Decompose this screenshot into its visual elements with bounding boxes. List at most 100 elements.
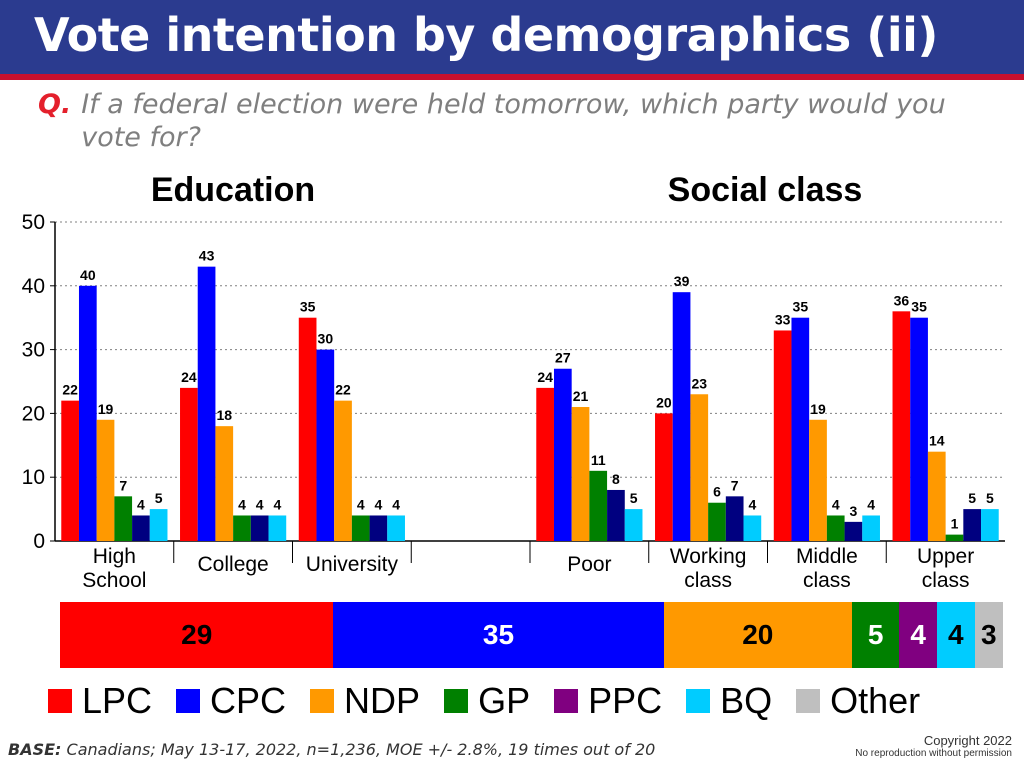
bar [149,509,168,541]
bar [197,266,216,541]
data-label: 4 [375,496,383,512]
data-label: 4 [832,496,840,512]
copyright-line1: Copyright 2022 [923,733,1012,748]
legend-swatch [796,689,821,713]
bar [607,489,625,541]
question: Q. If a federal election were held tomorr… [38,88,998,154]
data-label: 5 [155,490,163,506]
bar [624,509,643,541]
legend-swatch [686,689,711,713]
bar [369,515,388,541]
y-tick-label: 40 [22,275,45,298]
legend-item-gp: GP [444,680,530,722]
data-label: 27 [555,350,571,366]
bar [791,317,810,541]
bar [589,470,608,541]
data-label: 22 [335,382,351,398]
data-label: 4 [392,496,400,512]
bar [927,451,946,541]
y-tick-label: 10 [22,466,45,489]
y-tick-label: 20 [22,402,45,425]
bar [536,387,554,541]
data-label: 24 [181,369,197,385]
data-label: 19 [810,401,826,417]
legend-label: GP [478,680,531,721]
data-label: 43 [199,248,215,264]
bar [268,515,287,541]
data-label: 23 [691,375,707,391]
data-label: 4 [137,496,145,512]
x-tick-label: School [82,569,146,592]
total-segment-bq: 4 [936,602,975,668]
bar [61,400,79,541]
x-tick-label: Upper [917,545,974,568]
data-label: 4 [273,496,281,512]
bar [981,509,999,541]
total-segment-ndp: 20 [663,602,853,668]
data-label: 20 [656,394,672,410]
legend-label: BQ [720,680,773,721]
data-label: 35 [793,299,809,315]
total-segment-ppc: 4 [899,602,937,668]
data-label: 18 [216,407,232,423]
data-label: 4 [357,496,365,512]
bar [743,515,762,541]
question-text: If a federal election were held tomorrow… [81,89,946,153]
data-label: 21 [573,388,589,404]
legend-swatch [176,689,201,713]
panel-title: Social class [668,171,863,209]
data-label: 4 [238,496,246,512]
bar [945,534,964,541]
base-note: BASE: Canadians; May 13-17, 2022, n=1,23… [8,740,655,759]
x-tick-label: University [306,553,399,576]
totals-bar: 29 35 20 5 4 4 3 [60,602,1003,668]
x-tick-label: class [684,569,732,592]
data-label: 5 [968,490,976,506]
copyright-line2: No reproduction without permission [855,748,1012,759]
legend-item-lpc: LPC [48,680,152,722]
base-label: BASE: [8,740,62,759]
x-tick-label: Working [670,545,747,568]
bar [96,419,115,541]
bar [316,349,335,541]
bar [298,317,317,541]
legend-item-bq: BQ [686,680,772,722]
legend-label: Other [830,680,921,721]
x-tick-label: class [922,569,970,592]
panel-title: Education [151,171,315,209]
x-tick-label: College [198,553,269,576]
data-label: 14 [929,433,945,449]
base-text: Canadians; May 13-17, 2022, n=1,236, MOE… [66,740,656,759]
bar [826,515,845,541]
data-label: 39 [674,273,690,289]
question-label: Q. [38,89,72,120]
legend-swatch [310,689,335,713]
y-tick-label: 50 [22,211,45,234]
legend-item-cpc: CPC [176,680,286,722]
data-label: 5 [986,490,994,506]
bar [334,400,352,541]
bar [910,317,928,541]
bar [114,496,133,541]
data-label: 7 [119,477,127,493]
total-segment-other: 3 [974,602,1003,668]
legend-item-ndp: NDP [310,680,420,722]
bar [387,515,405,541]
legend-label: LPC [82,680,153,721]
bar [690,394,709,541]
bar [892,311,911,541]
bar [250,515,269,541]
bar [655,413,673,541]
data-label: 4 [748,496,756,512]
data-label: 6 [713,484,721,500]
legend-label: NDP [344,680,421,721]
data-label: 22 [62,382,78,398]
data-label: 4 [867,496,875,512]
legend-label: PPC [588,680,663,721]
legend-swatch [48,689,72,713]
data-label: 40 [80,267,96,283]
page-title: Vote intention by demographics (ii) [34,8,938,62]
data-label: 36 [894,292,910,308]
legend: LPC CPC NDP GP PPC BQ Other [48,680,944,722]
